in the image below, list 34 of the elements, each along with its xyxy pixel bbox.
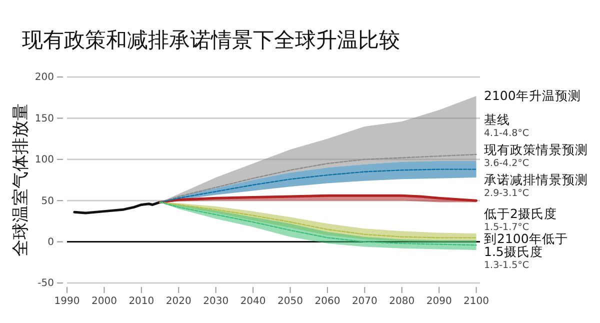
y-tick-label: -50 — [38, 278, 54, 290]
x-tick-label: 2080 — [389, 296, 415, 308]
text: 1.5-1.7°C — [484, 222, 530, 233]
x-tick-label: 2050 — [278, 296, 303, 308]
text: 1.3-1.5°C — [484, 260, 530, 271]
x-tick-label: 2020 — [166, 296, 192, 308]
y-tick-label: 0 — [48, 237, 54, 248]
y-tick-label: 100 — [34, 154, 54, 166]
y-axis-title: 全球温室气体排放量 — [11, 104, 31, 256]
text: 3.6-4.2°C — [484, 158, 530, 169]
x-tick-label: 2040 — [240, 296, 266, 308]
text: 4.1-4.8°C — [484, 128, 530, 139]
x-tick-label: 2030 — [203, 296, 229, 308]
x-tick-label: 2100 — [464, 296, 490, 308]
series-label: 到2100年低于1.5摄氏度 — [484, 231, 568, 259]
series-label: 现有政策情景预测 — [484, 142, 588, 157]
series-label: 低于2摄氏度 — [484, 206, 557, 221]
chart-title: 现有政策和减排承诺情景下全球升温比较 — [22, 28, 400, 52]
legend-title: 2100年升温预测 — [484, 88, 581, 103]
text: 基线 — [484, 112, 510, 127]
y-tick-label: 200 — [34, 72, 54, 84]
line-series — [159, 154, 477, 203]
text: 2.9-3.1°C — [484, 188, 530, 199]
y-tick-label: 50 — [41, 196, 54, 207]
series-label: 承诺减排情景预测 — [484, 172, 588, 187]
y-tick-label: 150 — [34, 113, 54, 124]
x-tick-label: 2070 — [352, 296, 378, 308]
x-tick-label: 1990 — [54, 296, 80, 308]
x-tick-label: 2060 — [314, 296, 340, 308]
x-tick-label: 2090 — [426, 296, 452, 308]
x-tick-label: 2010 — [128, 296, 154, 308]
line-series — [159, 168, 477, 203]
line-series — [73, 201, 162, 214]
x-tick-label: 2000 — [91, 296, 117, 308]
